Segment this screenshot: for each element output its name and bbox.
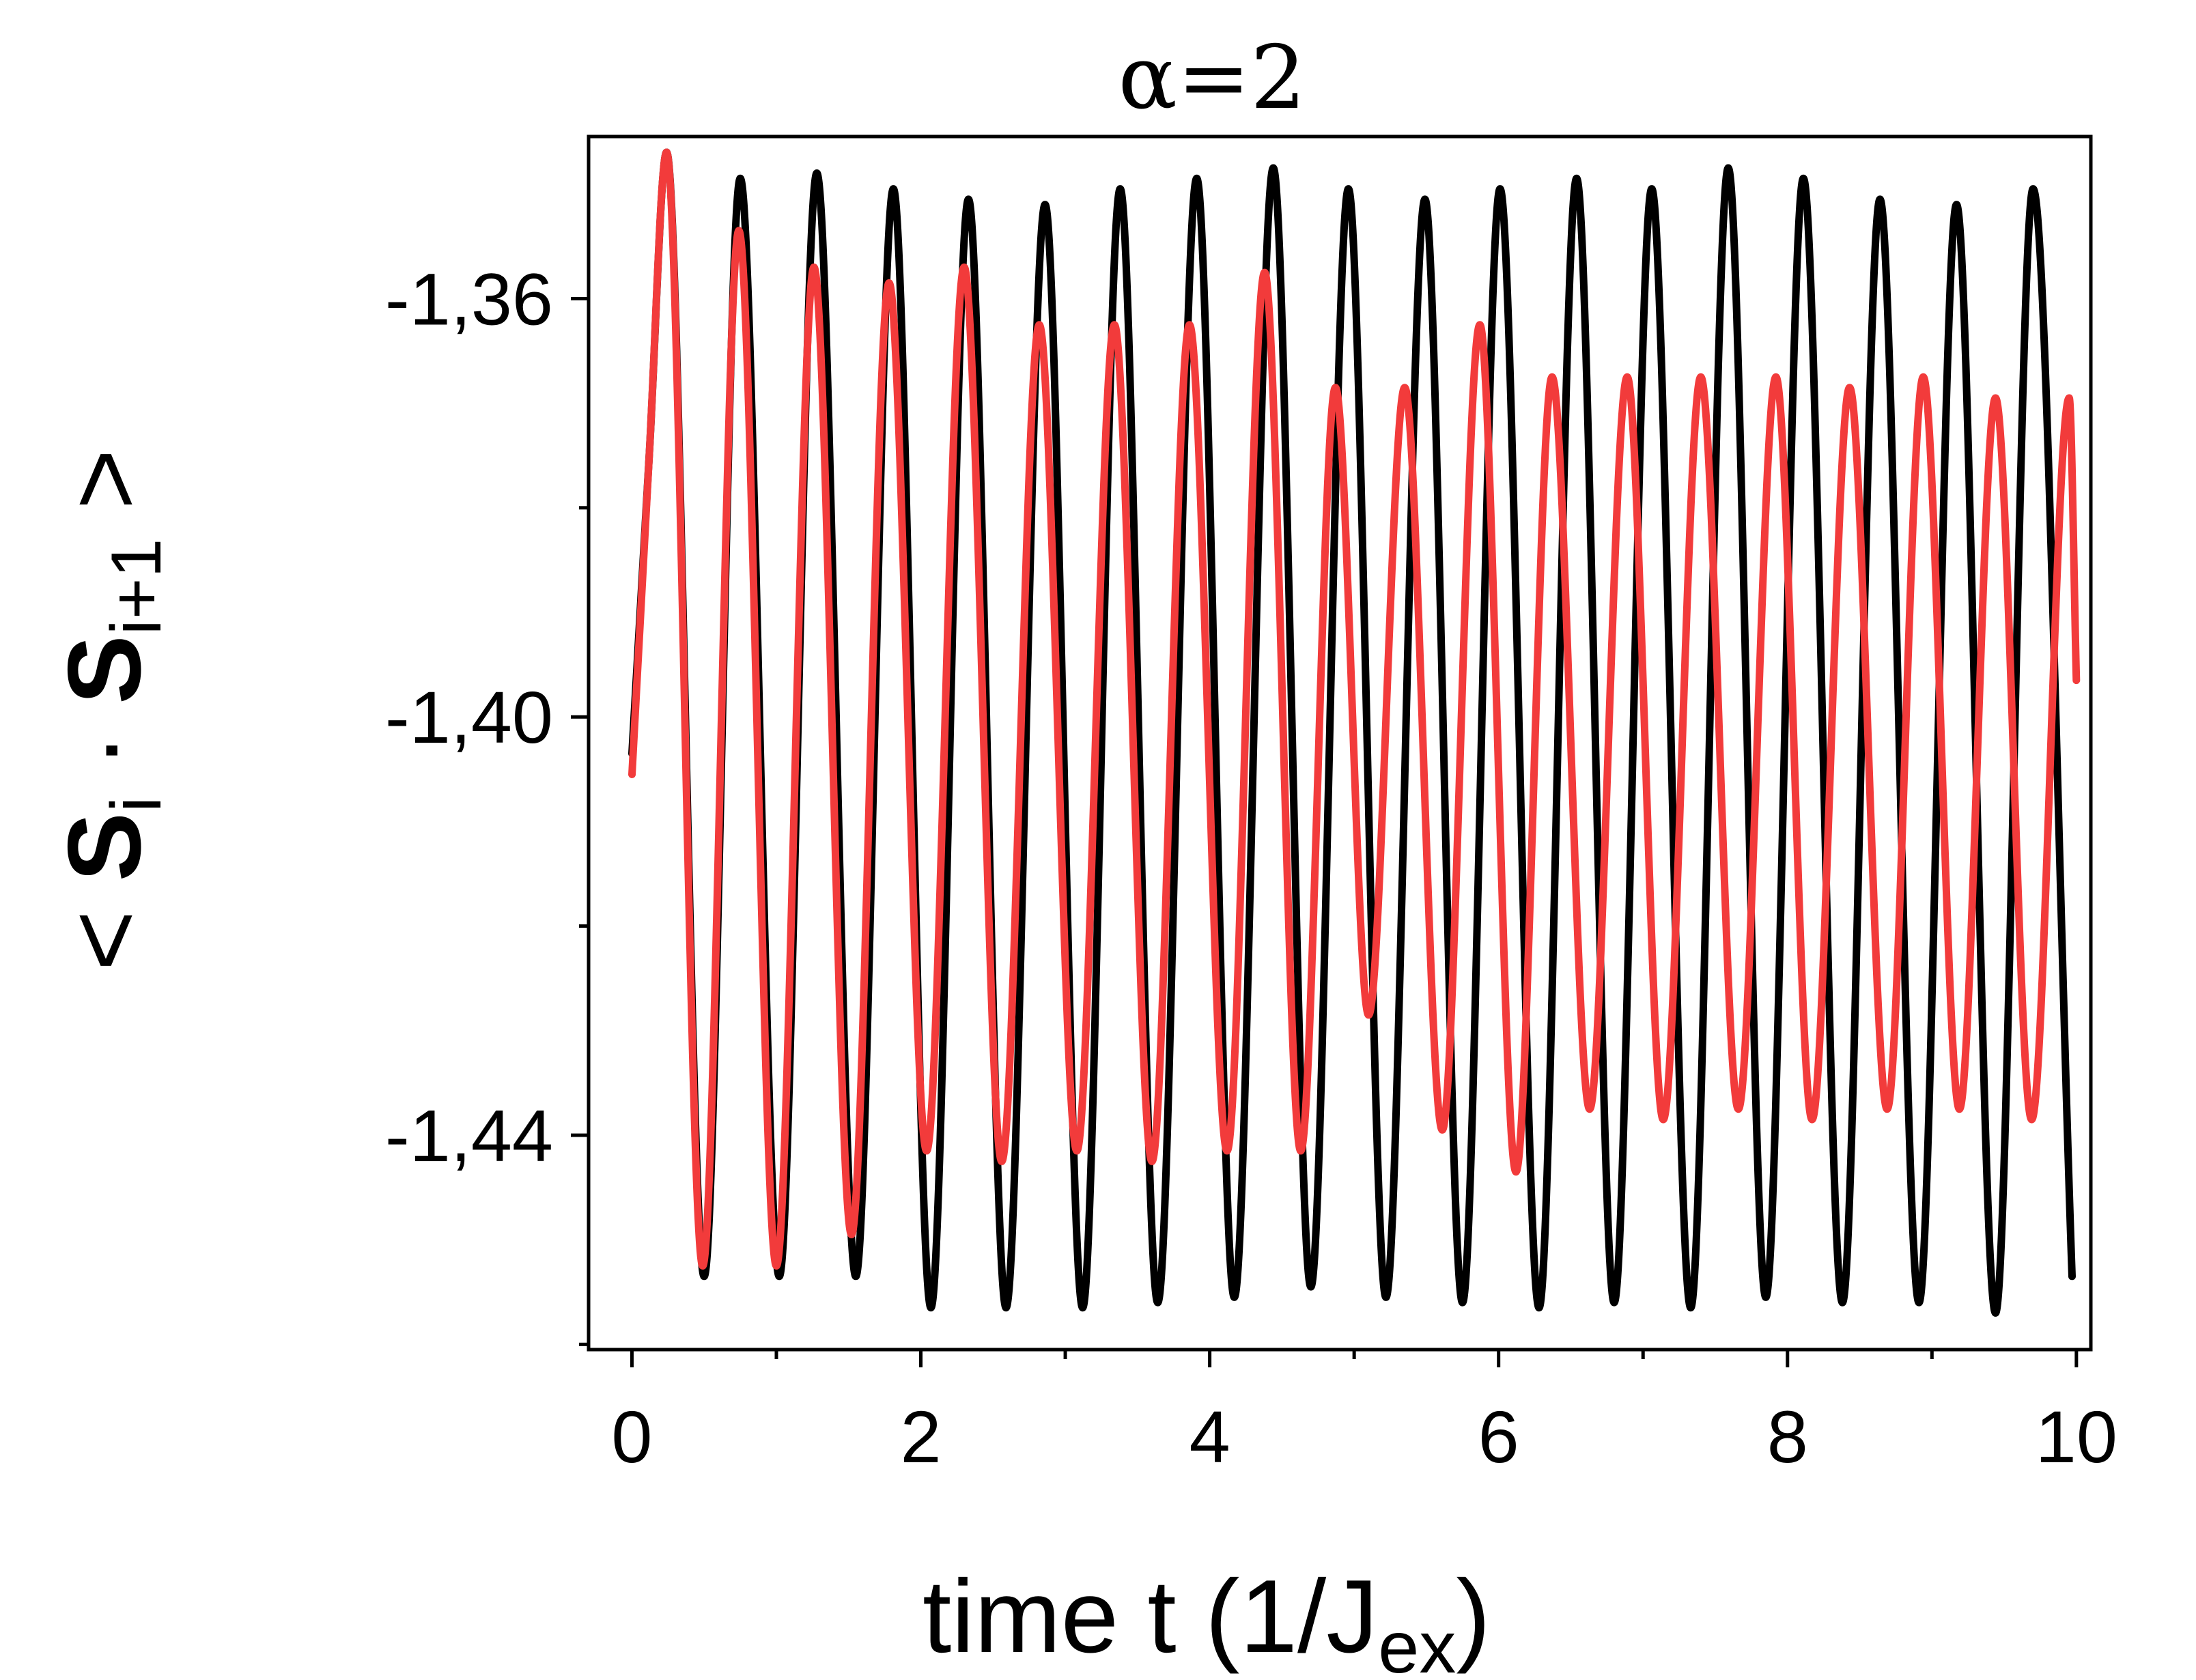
y-axis-title-s2: S [46,635,163,704]
y-axis-ticks: -1,36 -1,40 -1,44 [385,257,589,1346]
y-axis-title-dot: · [46,704,163,797]
x-axis-title-subscript: ex [1378,1606,1456,1680]
y-tick-label: -1,36 [385,257,553,340]
y-axis-title: < Si · Si+1 > [46,449,176,971]
y-tick-label: -1,44 [385,1094,553,1177]
x-tick-label: 10 [2036,1395,2117,1478]
x-axis-title-close: ) [1456,1558,1491,1675]
y-axis-title-open: < [46,881,163,971]
series-line-1 [628,148,2076,1317]
x-tick-label: 0 [611,1395,652,1478]
x-axis-ticks: 0 2 4 6 8 10 [611,1350,2117,1478]
x-tick-label: 6 [1478,1395,1519,1478]
y-tick-label: -1,40 [385,676,553,758]
x-axis-title: time t (1/Jex) [923,1558,1491,1680]
x-tick-label: 8 [1767,1395,1808,1478]
y-axis-title-sub1: i [97,797,176,812]
x-axis-title-main: time t (1/J [923,1558,1378,1675]
plot-frame [587,134,2093,1352]
x-tick-label: 4 [1190,1395,1230,1478]
series-layer [628,148,2081,1317]
y-axis-title-s1: S [46,812,163,881]
series-line-2 [628,148,2081,1270]
y-axis-title-close: > [46,449,163,539]
plot-area: 0 2 4 6 8 10 -1,36 -1,40 -1,44 [385,134,2117,1478]
chart-title: α=2 [1118,27,1306,129]
x-tick-label: 2 [900,1395,941,1478]
y-axis-title-sub2: i+1 [97,539,176,636]
